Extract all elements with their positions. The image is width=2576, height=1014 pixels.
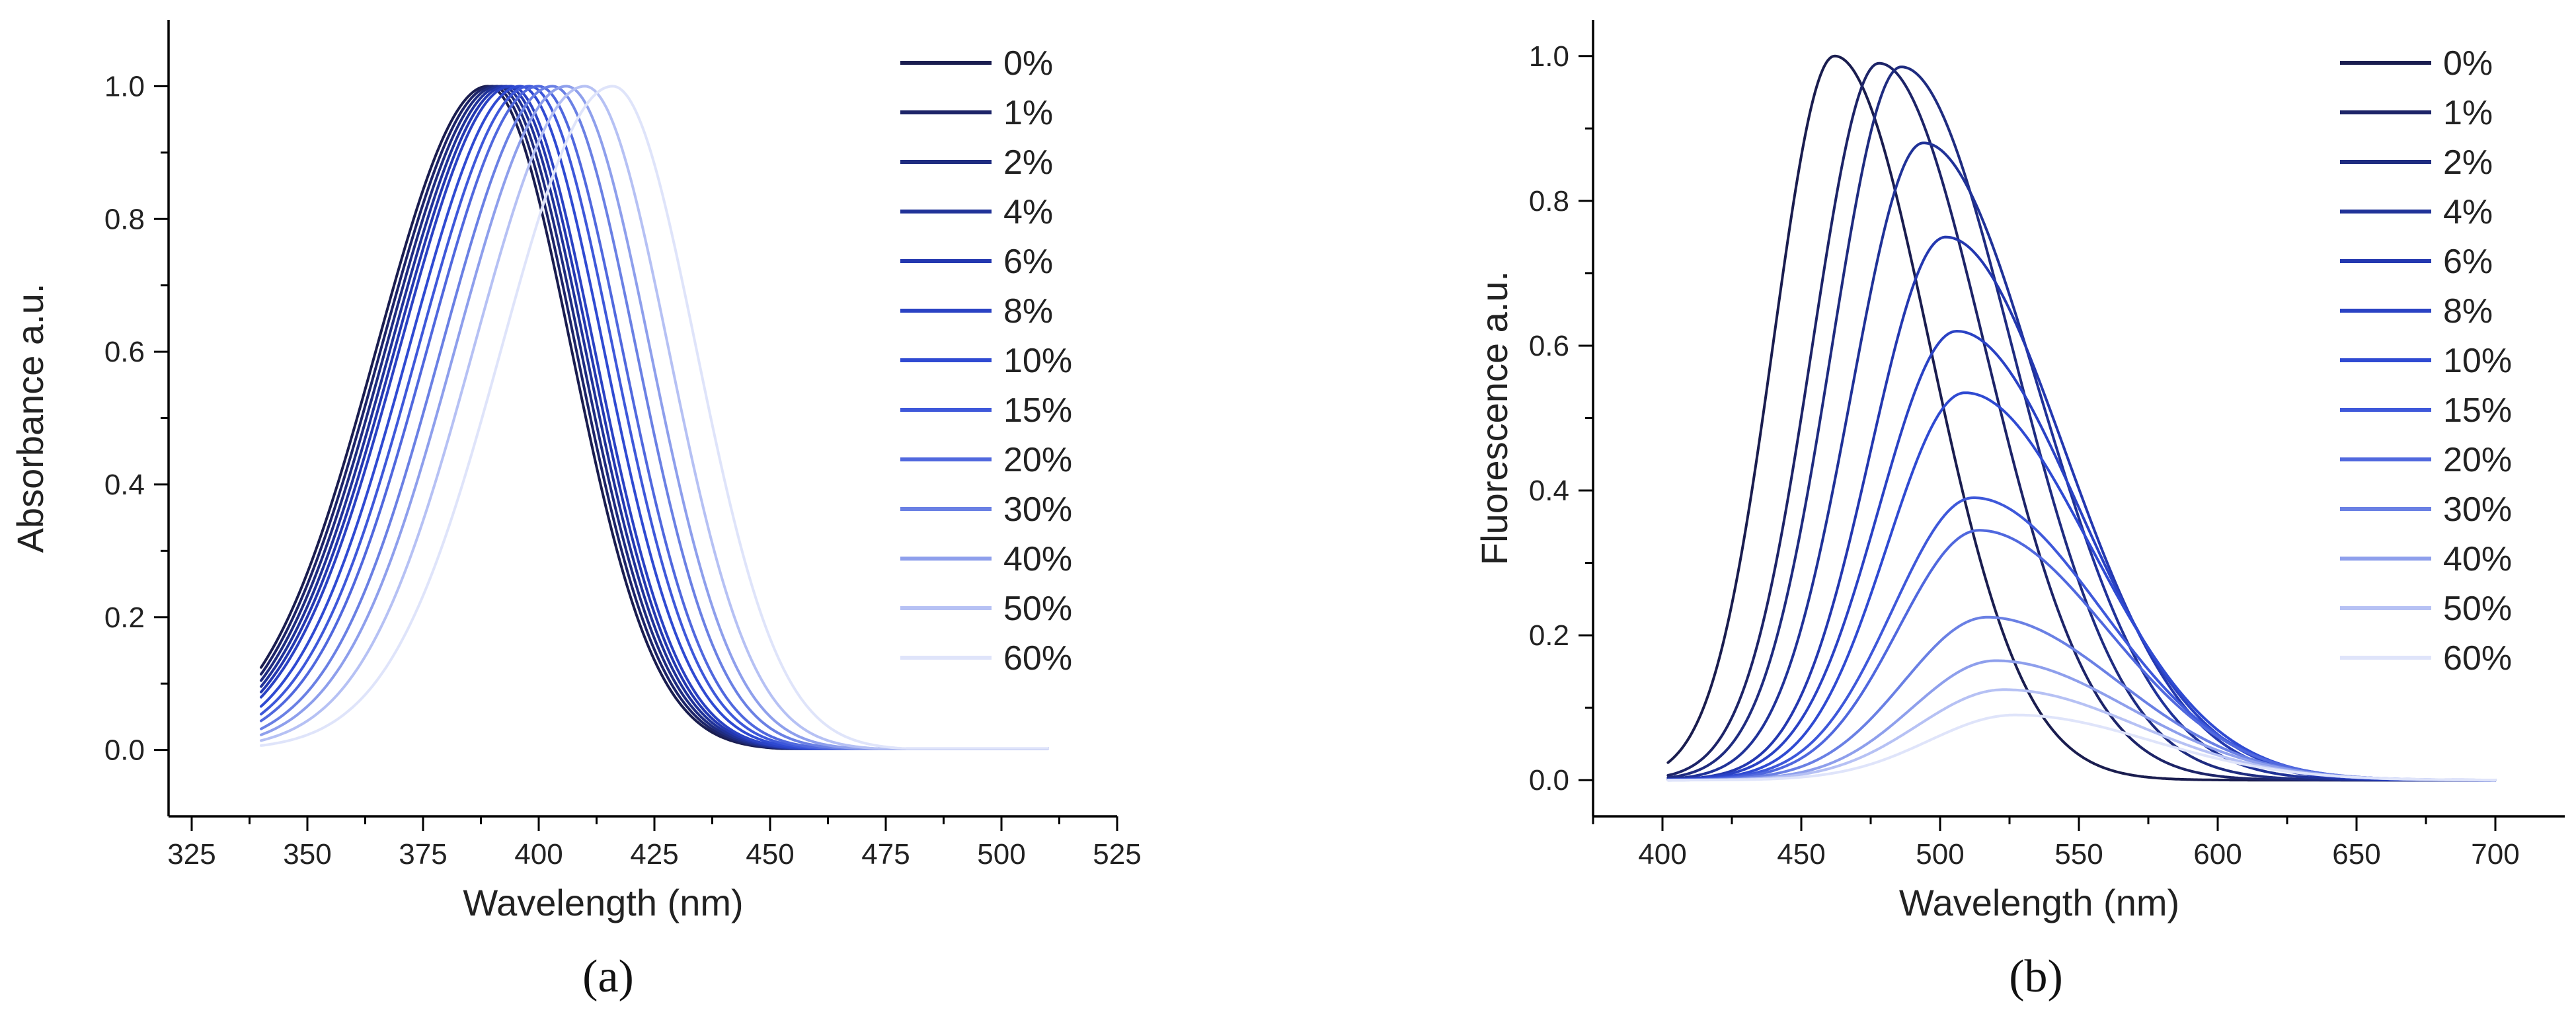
x-tick-label-b: 450 (1777, 838, 1825, 871)
series-line-b-50pct (1666, 688, 2497, 782)
legend-label-a-1pct: 1% (1003, 94, 1053, 132)
legend-label-a-8pct: 8% (1003, 292, 1053, 331)
x-tick-label-a: 475 (861, 838, 910, 871)
y-tick-label-b: 0.0 (1529, 764, 1569, 797)
legend-label-b-2pct: 2% (2443, 143, 2493, 182)
legend-label-b-4pct: 4% (2443, 193, 2493, 231)
y-tick-label-b: 0.8 (1529, 185, 1569, 217)
chart-panel-b: 400 450 500 550 600 650 700 0.0 0.2 0.4 0.6 0.8 1.0 W… (1473, 20, 2565, 923)
chart-panel-a: 325 350 375 400 425 450 475 500 525 0.0 0.2 0.4 0.6 0… (9, 20, 1142, 923)
series-line-b-2pct (1666, 65, 2497, 782)
legend-label-b-30pct: 30% (2443, 490, 2512, 529)
x-tick-label-a: 525 (1093, 838, 1141, 871)
legend-label-a-60pct: 60% (1003, 639, 1072, 678)
x-tick-label-b: 400 (1638, 838, 1686, 871)
y-axis-title-b: Fluorescence a.u. (1473, 271, 1515, 565)
legend-label-b-15pct: 15% (2443, 391, 2512, 430)
y-tick-label-a: 1.0 (104, 70, 145, 102)
x-tick-label-a: 425 (630, 838, 678, 871)
x-tick-label-a: 325 (167, 838, 215, 871)
panel-label-b: (b) (2009, 951, 2063, 1002)
legend-label-a-2pct: 2% (1003, 143, 1053, 182)
x-tick-label-a: 350 (283, 838, 331, 871)
series-line-b-15pct (1666, 496, 2497, 782)
x-tick-label-a: 450 (746, 838, 794, 871)
legend-label-b-20pct: 20% (2443, 441, 2512, 479)
x-axis-title-b: Wavelength (nm) (1899, 882, 2179, 923)
x-tick-label-b: 500 (1916, 838, 1964, 871)
x-tick-label-b: 600 (2193, 838, 2242, 871)
x-axis-title-a: Wavelength (nm) (463, 882, 743, 923)
legend-label-b-8pct: 8% (2443, 292, 2493, 331)
series-line-b-60pct (1666, 713, 2497, 782)
y-tick-label-b: 0.4 (1529, 475, 1569, 507)
legend-label-a-6pct: 6% (1003, 243, 1053, 281)
x-tick-label-b: 650 (2332, 838, 2380, 871)
y-tick-label-a: 0.8 (104, 203, 145, 235)
legend-label-a-40pct: 40% (1003, 540, 1072, 578)
legend-label-b-1pct: 1% (2443, 94, 2493, 132)
series-line-b-0pct (1666, 54, 2497, 782)
legend-label-b-0pct: 0% (2443, 44, 2493, 83)
legend-label-a-50pct: 50% (1003, 590, 1072, 628)
y-tick-label-b: 0.2 (1529, 619, 1569, 652)
x-tick-label-b: 700 (2471, 838, 2519, 871)
legend-label-b-40pct: 40% (2443, 540, 2512, 578)
legend-label-a-4pct: 4% (1003, 193, 1053, 231)
legend-label-b-6pct: 6% (2443, 243, 2493, 281)
y-tick-label-a: 0.6 (104, 336, 145, 368)
y-tick-label-a: 0.4 (104, 469, 145, 501)
legend-label-b-50pct: 50% (2443, 590, 2512, 628)
series-line-b-1pct (1666, 61, 2497, 782)
y-tick-label-b: 0.6 (1529, 330, 1569, 362)
x-tick-label-a: 375 (399, 838, 447, 871)
legend-label-a-15pct: 15% (1003, 391, 1072, 430)
x-tick-label-b: 550 (2054, 838, 2103, 871)
legend-label-a-20pct: 20% (1003, 441, 1072, 479)
x-tick-label-a: 500 (977, 838, 1025, 871)
legend-label-b-60pct: 60% (2443, 639, 2512, 678)
panel-label-a: (a) (582, 951, 634, 1002)
y-axis-title-a: Absorbance a.u. (9, 284, 51, 553)
y-tick-label-a: 0.2 (104, 602, 145, 634)
legend-label-a-10pct: 10% (1003, 342, 1072, 380)
legend-label-a-0pct: 0% (1003, 44, 1053, 83)
series-line-a-60pct (260, 85, 1049, 750)
legend-label-a-30pct: 30% (1003, 490, 1072, 529)
x-tick-label-a: 400 (514, 838, 563, 871)
y-tick-label-a: 0.0 (104, 734, 145, 767)
legend-label-b-10pct: 10% (2443, 342, 2512, 380)
y-tick-label-b: 1.0 (1529, 40, 1569, 73)
